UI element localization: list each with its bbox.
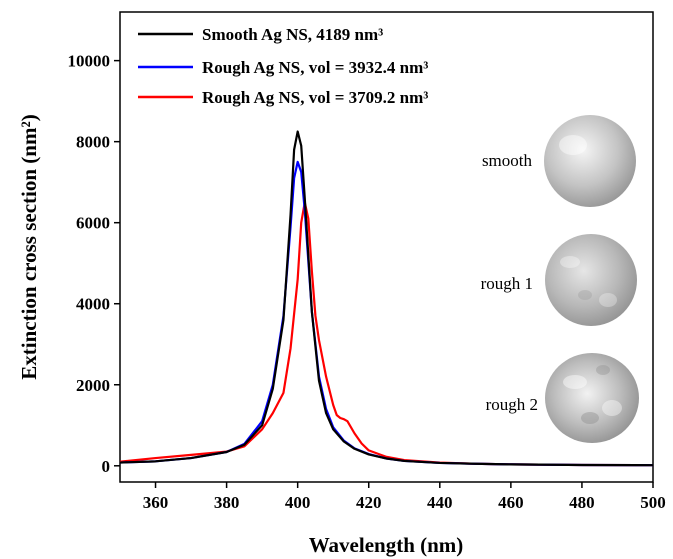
rough1-sphere-image <box>545 234 637 326</box>
inset-rough1: rough 1 <box>481 234 637 326</box>
rough1-sphere-spot-2 <box>599 293 617 307</box>
x-tick-label: 360 <box>143 493 169 512</box>
y-tick-label: 6000 <box>76 214 110 233</box>
inset-label-rough1: rough 1 <box>481 274 533 293</box>
inset-smooth: smooth <box>482 115 636 207</box>
rough2-sphere-spot-2 <box>602 400 622 416</box>
legend: Smooth Ag NS, 4189 nm³ Rough Ag NS, vol … <box>138 25 428 107</box>
inset-rough2: rough 2 <box>486 353 639 443</box>
x-tick-label: 440 <box>427 493 453 512</box>
x-tick-label: 380 <box>214 493 240 512</box>
rough1-sphere-spot-1 <box>560 256 580 268</box>
smooth-sphere-image <box>544 115 636 207</box>
x-tick-label: 420 <box>356 493 382 512</box>
rough1-sphere-spot-3 <box>578 290 592 300</box>
y-tick-label: 2000 <box>76 376 110 395</box>
y-axis-title: Extinction cross section (nm²) <box>17 114 41 379</box>
plot-frame <box>119 11 654 483</box>
axis-ticks <box>114 59 654 488</box>
inset-label-smooth: smooth <box>482 151 533 170</box>
y-tick-label: 10000 <box>68 52 111 71</box>
series-lines <box>119 130 654 467</box>
series-line-smooth <box>119 130 654 467</box>
rough2-sphere-image <box>545 353 639 443</box>
x-tick-label: 500 <box>640 493 666 512</box>
x-tick-label: 400 <box>285 493 311 512</box>
legend-label-smooth: Smooth Ag NS, 4189 nm³ <box>202 25 383 44</box>
axis-tick-labels: 360 380 400 420 440 460 480 500 0 2000 4000 6000 800… <box>68 52 666 512</box>
smooth-sphere-highlight <box>559 135 587 155</box>
x-axis-title: Wavelength (nm) <box>309 533 464 557</box>
y-tick-label: 8000 <box>76 133 110 152</box>
y-tick-label: 4000 <box>76 295 110 314</box>
rough2-sphere-spot-1 <box>563 375 587 389</box>
rough2-sphere-spot-4 <box>596 365 610 375</box>
x-tick-label: 460 <box>498 493 524 512</box>
rough2-sphere-spot-3 <box>581 412 599 424</box>
y-tick-label: 0 <box>102 457 111 476</box>
legend-label-rough2: Rough Ag NS, vol = 3709.2 nm³ <box>202 88 428 107</box>
x-tick-label: 480 <box>569 493 595 512</box>
inset-label-rough2: rough 2 <box>486 395 538 414</box>
legend-label-rough1: Rough Ag NS, vol = 3932.4 nm³ <box>202 58 428 77</box>
